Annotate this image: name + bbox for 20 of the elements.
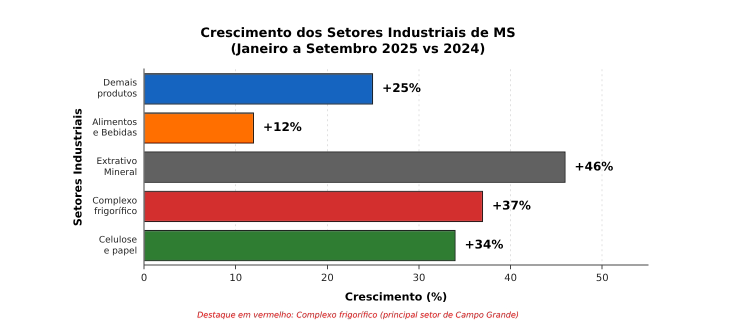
data-label: +12% bbox=[263, 120, 302, 134]
x-tick-label: 40 bbox=[504, 272, 517, 284]
x-tick-label: 20 bbox=[320, 272, 334, 284]
x-axis-title: Crescimento (%) bbox=[344, 290, 448, 304]
chart-title: Crescimento dos Setores Industriais de MS (Janeiro a Setembro 2025 vs 2024) bbox=[200, 26, 516, 57]
data-label: +37% bbox=[492, 198, 531, 213]
x-tick-label: 30 bbox=[412, 272, 426, 284]
x-tick-label: 10 bbox=[229, 272, 242, 284]
y-tick-label: Alimentos e Bebidas bbox=[92, 118, 138, 139]
text: Destaque em vermelho: Complexo frigorífico (principal setor de Campo Grande) bbox=[197, 310, 519, 320]
y-tick-label: Complexo frigorífico bbox=[92, 196, 138, 218]
x-tick-label: 0 bbox=[140, 272, 148, 284]
y-tick-label: Demais produtos bbox=[97, 78, 138, 100]
data-label: +25% bbox=[382, 80, 421, 95]
y-tick-label: Celulose e papel bbox=[98, 236, 138, 256]
x-tick-label: 50 bbox=[596, 272, 609, 284]
y-tick-label: Extrativo Mineral bbox=[96, 157, 138, 178]
y-axis-title: Setores Industriais bbox=[71, 108, 84, 226]
data-label: +46% bbox=[574, 159, 614, 174]
data-label: +34% bbox=[464, 238, 504, 252]
